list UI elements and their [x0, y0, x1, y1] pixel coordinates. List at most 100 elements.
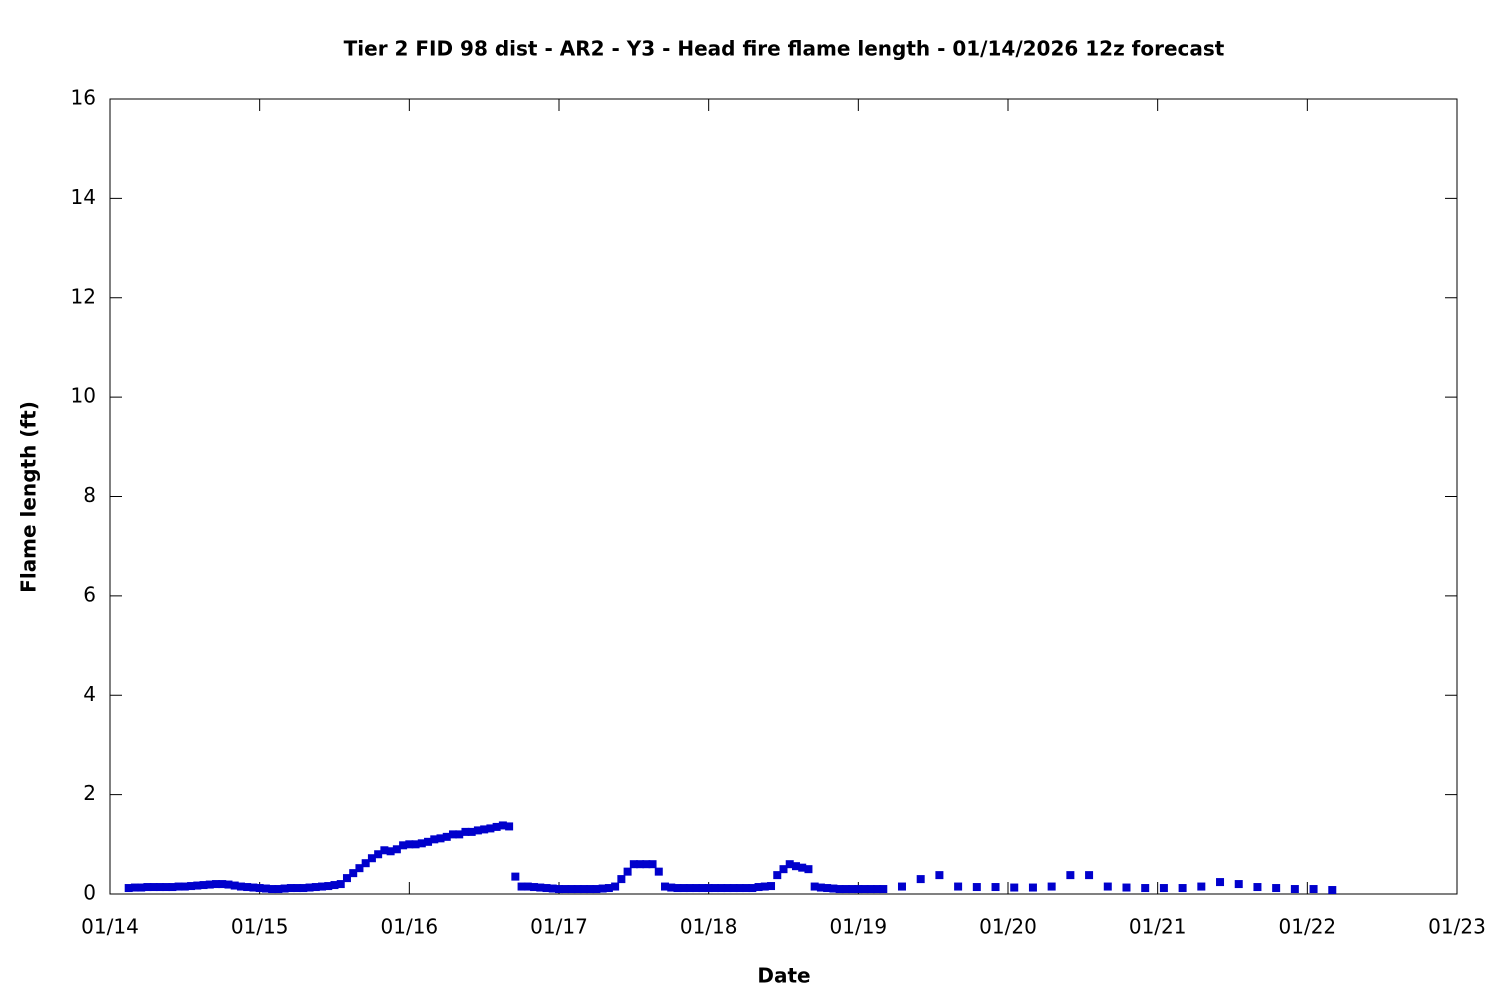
- data-point: [679, 884, 688, 893]
- data-point: [760, 882, 769, 891]
- data-point: [704, 884, 713, 893]
- data-point: [1159, 884, 1168, 893]
- data-point: [1178, 884, 1187, 893]
- data-point: [442, 832, 451, 841]
- data-point: [318, 882, 327, 891]
- data-point: [579, 885, 588, 894]
- x-tick-label: 01/18: [680, 915, 738, 939]
- data-point: [1141, 884, 1150, 893]
- x-tick-label: 01/16: [381, 915, 439, 939]
- data-point: [293, 884, 302, 893]
- data-point: [143, 883, 152, 892]
- y-tick-label: 6: [83, 582, 96, 606]
- data-point: [523, 882, 532, 891]
- data-point: [1216, 878, 1225, 887]
- data-point: [355, 864, 364, 873]
- data-point: [754, 883, 763, 892]
- data-point: [511, 872, 520, 881]
- data-point: [798, 863, 807, 872]
- data-point: [617, 875, 626, 884]
- y-tick-label: 4: [83, 682, 96, 706]
- data-point: [180, 882, 189, 891]
- data-point: [1272, 884, 1281, 893]
- data-point: [168, 883, 177, 892]
- data-point: [448, 830, 457, 839]
- data-point: [187, 882, 196, 891]
- x-tick-label: 01/20: [979, 915, 1037, 939]
- data-point: [592, 885, 601, 894]
- y-tick-label: 12: [71, 284, 96, 308]
- data-point: [648, 860, 657, 869]
- data-point: [661, 882, 670, 891]
- data-point: [218, 880, 227, 889]
- x-tick-label: 01/19: [830, 915, 888, 939]
- data-point: [1085, 871, 1094, 880]
- data-point: [729, 884, 738, 893]
- data-point: [268, 885, 277, 894]
- data-point: [804, 865, 813, 874]
- x-tick-label: 01/23: [1428, 915, 1486, 939]
- data-point: [823, 884, 832, 893]
- data-point: [236, 882, 245, 891]
- data-point: [685, 884, 694, 893]
- data-point: [461, 827, 470, 836]
- data-point: [654, 867, 663, 876]
- data-point: [1290, 885, 1299, 894]
- data-point: [274, 885, 283, 894]
- data-point: [505, 822, 514, 831]
- data-point: [299, 884, 308, 893]
- data-point: [255, 884, 264, 893]
- data-point: [873, 885, 882, 894]
- data-point: [623, 867, 632, 876]
- data-point: [137, 883, 146, 892]
- data-point: [791, 862, 800, 871]
- data-point: [935, 871, 944, 880]
- data-point: [492, 822, 501, 831]
- data-point: [829, 884, 838, 893]
- data-point: [286, 884, 295, 893]
- data-point: [629, 860, 638, 869]
- data-point: [767, 882, 776, 891]
- data-point: [162, 883, 171, 892]
- data-point: [810, 882, 819, 891]
- data-point: [386, 847, 395, 856]
- data-point: [199, 881, 208, 890]
- data-point: [155, 883, 164, 892]
- data-point: [424, 837, 433, 846]
- data-point: [897, 882, 906, 891]
- data-point: [1066, 871, 1075, 880]
- y-tick-label: 14: [71, 185, 96, 209]
- data-point: [636, 860, 645, 869]
- data-point: [305, 883, 314, 892]
- data-point: [330, 881, 339, 890]
- data-point: [561, 885, 570, 894]
- data-point: [954, 882, 963, 891]
- x-tick-label: 01/14: [81, 915, 139, 939]
- data-point: [224, 880, 233, 889]
- x-tick-label: 01/22: [1279, 915, 1337, 939]
- data-point: [1103, 882, 1112, 891]
- data-point: [1309, 885, 1318, 894]
- data-point: [586, 885, 595, 894]
- data-point: [698, 884, 707, 893]
- y-tick-label: 10: [71, 384, 96, 408]
- data-point: [1047, 882, 1056, 891]
- data-point: [1010, 883, 1019, 892]
- data-point: [879, 885, 888, 894]
- data-point: [972, 883, 981, 892]
- data-point: [193, 881, 202, 890]
- data-point: [361, 859, 370, 868]
- data-point: [243, 883, 252, 892]
- data-point: [916, 875, 925, 884]
- data-point: [723, 884, 732, 893]
- data-point: [773, 871, 782, 880]
- data-point: [212, 880, 221, 889]
- data-point: [604, 884, 613, 893]
- data-point: [486, 824, 495, 833]
- data-point: [642, 860, 651, 869]
- data-point: [417, 839, 426, 848]
- data-point: [380, 846, 389, 855]
- data-point: [280, 884, 289, 893]
